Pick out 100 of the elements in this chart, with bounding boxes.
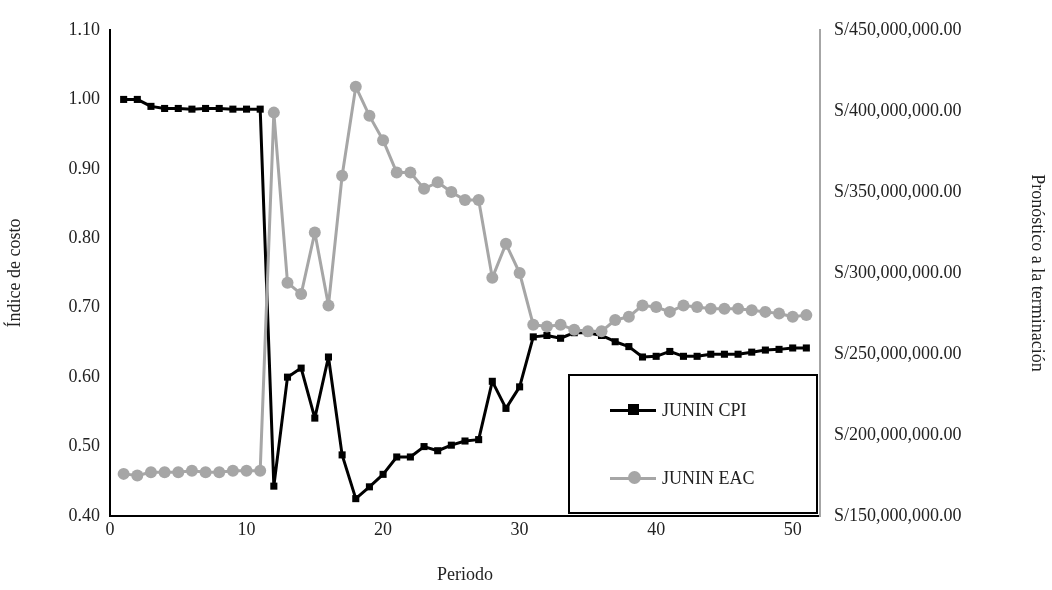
point [336,169,349,182]
point [324,353,332,361]
point [554,318,567,331]
point [379,470,387,478]
point [622,310,635,323]
point [773,307,786,320]
point [748,348,756,356]
point [144,466,157,479]
point [338,451,346,459]
point [625,343,633,351]
y2-tick-label: S/450,000,000.00 [834,18,962,39]
point [283,373,292,381]
point [543,331,551,340]
point [691,301,704,314]
point [406,453,414,461]
point [131,469,144,482]
point [390,166,403,179]
point [652,352,660,360]
point [529,333,537,341]
point [802,344,810,352]
y-tick-label: 0.60 [68,365,100,386]
point [693,352,701,360]
point [486,271,499,284]
point [117,467,130,480]
point [775,345,783,353]
point [393,453,401,461]
point [581,325,594,338]
point [540,320,553,333]
point [595,325,608,338]
y-tick-label: 0.50 [68,435,100,456]
point [349,80,362,93]
y2-tick-label: S/300,000,000.00 [834,261,962,282]
x-tick-label: 40 [647,518,666,539]
point [352,495,360,503]
point [308,226,321,239]
point [281,276,294,289]
point [199,466,212,479]
point [650,301,663,314]
point [720,350,728,358]
x-axis-title: Periodo [437,563,493,584]
point [461,437,469,445]
point [611,338,619,346]
y2-tick-label: S/350,000,000.00 [834,180,962,201]
point [254,464,267,477]
y-tick-label: 0.80 [68,227,100,248]
point [267,106,280,119]
point [161,104,169,112]
point [638,353,647,361]
point [459,194,471,207]
point [513,267,526,279]
point [133,95,141,103]
point [445,186,458,198]
point [172,466,185,479]
point [786,310,799,323]
point [240,464,253,477]
point [215,104,223,112]
point [516,383,524,391]
point [609,313,622,326]
point [185,464,198,477]
y-tick-label: 1.00 [68,88,100,109]
point [732,302,745,315]
point [707,350,715,358]
point [295,288,308,301]
point [270,482,278,490]
x-tick-label: 0 [105,518,115,539]
point [666,347,674,355]
point [365,483,373,491]
point [527,318,540,331]
point [431,176,444,189]
point [404,166,417,179]
point [502,404,510,412]
point [363,109,376,122]
y-tick-label: 1.10 [68,18,100,39]
point [243,105,251,113]
point [472,194,485,207]
point [174,104,182,112]
point [202,104,210,112]
point [663,305,676,318]
point [800,309,813,322]
point [256,105,264,113]
point [447,441,455,449]
point [213,466,226,479]
point [734,350,742,358]
point [704,302,717,315]
point [420,443,428,451]
point [568,323,581,336]
y2-tick-label: S/250,000,000.00 [834,342,962,363]
y-tick-label: 0.70 [68,296,100,317]
point [226,464,239,477]
point [322,299,335,312]
point [789,344,797,352]
y2-tick-label: S/200,000,000.00 [834,423,962,444]
point [759,305,772,318]
point [158,466,171,479]
point [475,436,483,444]
point [745,304,758,317]
point [229,105,237,113]
y-tick-label: 0.40 [68,504,100,525]
point [147,102,155,110]
y2-tick-label: S/150,000,000.00 [834,504,962,525]
